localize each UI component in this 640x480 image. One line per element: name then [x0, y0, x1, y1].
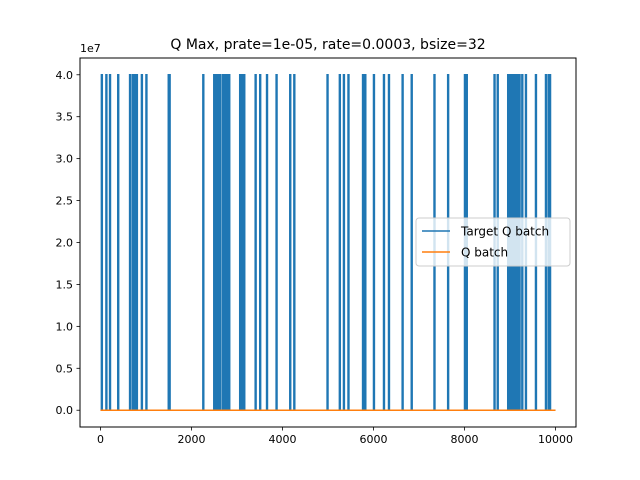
- y-tick-label-8: 4.0: [56, 69, 74, 82]
- y-tick-label-0: 0.0: [56, 404, 74, 417]
- chart-title: Q Max, prate=1e-05, rate=0.0003, bsize=3…: [170, 37, 485, 53]
- y-tick-label-4: 2.0: [56, 237, 74, 250]
- legend-box: [415, 217, 571, 267]
- legend-label-q-batch: Q batch: [461, 246, 508, 260]
- x-axis: 0 2000 4000 6000 8000 10000: [97, 427, 573, 446]
- x-tick-label-4: 8000: [451, 433, 479, 446]
- legend: Target Q batch Q batch: [415, 217, 571, 267]
- plot-series: [100, 74, 556, 411]
- y-offset-label: 1e7: [80, 42, 101, 55]
- x-tick-label-1: 2000: [177, 433, 205, 446]
- x-tick-label-2: 4000: [268, 433, 296, 446]
- x-tick-label-0: 0: [97, 433, 104, 446]
- y-tick-label-2: 1.0: [56, 320, 74, 333]
- y-tick-label-1: 0.5: [56, 362, 74, 375]
- legend-label-target-q-batch: Target Q batch: [460, 225, 549, 239]
- y-tick-label-5: 2.5: [56, 195, 74, 208]
- x-tick-label-3: 6000: [360, 433, 388, 446]
- y-tick-label-6: 3.0: [56, 153, 74, 166]
- x-tick-label-5: 10000: [538, 433, 573, 446]
- y-tick-label-3: 1.5: [56, 278, 74, 291]
- y-axis: 0.0 0.5 1.0 1.5 2.0 2.5 3.0 3.5 4.0: [56, 69, 80, 417]
- y-tick-label-7: 3.5: [56, 111, 74, 124]
